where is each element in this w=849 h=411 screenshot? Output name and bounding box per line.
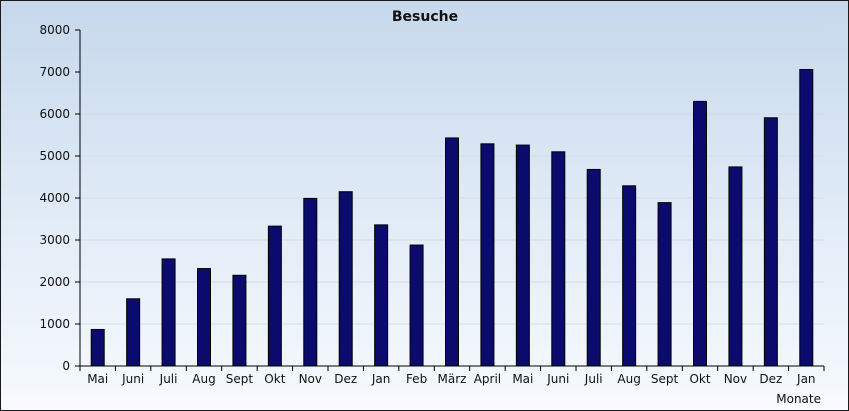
- x-tick-label: Sept: [651, 372, 679, 386]
- x-tick-label: März: [438, 372, 467, 386]
- y-tick-label: 4000: [39, 191, 70, 205]
- x-tick-label: Aug: [192, 372, 215, 386]
- bar: [197, 268, 211, 367]
- y-tick-label: 5000: [39, 149, 70, 163]
- bar: [480, 143, 495, 367]
- chart-title: Besuche: [392, 9, 458, 25]
- x-tick-label: Okt: [689, 372, 710, 386]
- bar: [374, 224, 389, 367]
- bar: [267, 225, 282, 367]
- x-tick-label: Juli: [159, 372, 178, 386]
- x-ticks: Mai Juni Juli Aug Sept Okt Nov Dez Jan Feb März Apr…: [79, 366, 825, 386]
- bar: [409, 244, 424, 367]
- x-tick-label: Jan: [796, 372, 816, 386]
- bar: [445, 137, 459, 367]
- bar: [90, 328, 105, 367]
- bar: [515, 144, 530, 367]
- y-tick-label: 6000: [39, 107, 70, 121]
- y-tick-label: 8000: [39, 23, 70, 37]
- x-tick-label: Mai: [87, 372, 108, 386]
- bar: [657, 202, 672, 367]
- y-ticks: 0 1000 2000 3000 4000 5000 6000 7000 8000: [39, 23, 80, 373]
- y-tick-label: 1000: [39, 317, 70, 331]
- bar: [303, 197, 318, 367]
- bar: [728, 166, 743, 367]
- bar: [551, 151, 566, 367]
- x-axis-title: Monate: [776, 392, 821, 406]
- bar: [161, 258, 176, 367]
- x-tick-label: Sept: [226, 372, 254, 386]
- x-tick-label: Nov: [299, 372, 322, 386]
- y-tick-label: 7000: [39, 65, 70, 79]
- x-tick-label: Juli: [584, 372, 603, 386]
- bar: [126, 298, 141, 367]
- bar: [232, 274, 247, 367]
- bar: [338, 191, 353, 367]
- bar: [693, 100, 707, 367]
- bar: [586, 168, 601, 367]
- x-tick-label: Dez: [334, 372, 357, 386]
- x-tick-label: Feb: [406, 372, 427, 386]
- x-tick-label: Dez: [759, 372, 782, 386]
- x-tick-label: Jan: [371, 372, 391, 386]
- x-tick-label: Okt: [264, 372, 285, 386]
- bar: [763, 117, 778, 367]
- x-tick-label: April: [474, 372, 501, 386]
- x-tick-label: Mai: [512, 372, 533, 386]
- y-tick-label: 0: [62, 359, 70, 373]
- y-tick-label: 3000: [39, 233, 70, 247]
- x-tick-label: Nov: [724, 372, 747, 386]
- x-tick-label: Aug: [617, 372, 640, 386]
- bar: [622, 185, 637, 367]
- x-tick-label: Juni: [121, 372, 144, 386]
- bar: [799, 68, 814, 367]
- x-tick-label: Juni: [546, 372, 569, 386]
- y-tick-label: 2000: [39, 275, 70, 289]
